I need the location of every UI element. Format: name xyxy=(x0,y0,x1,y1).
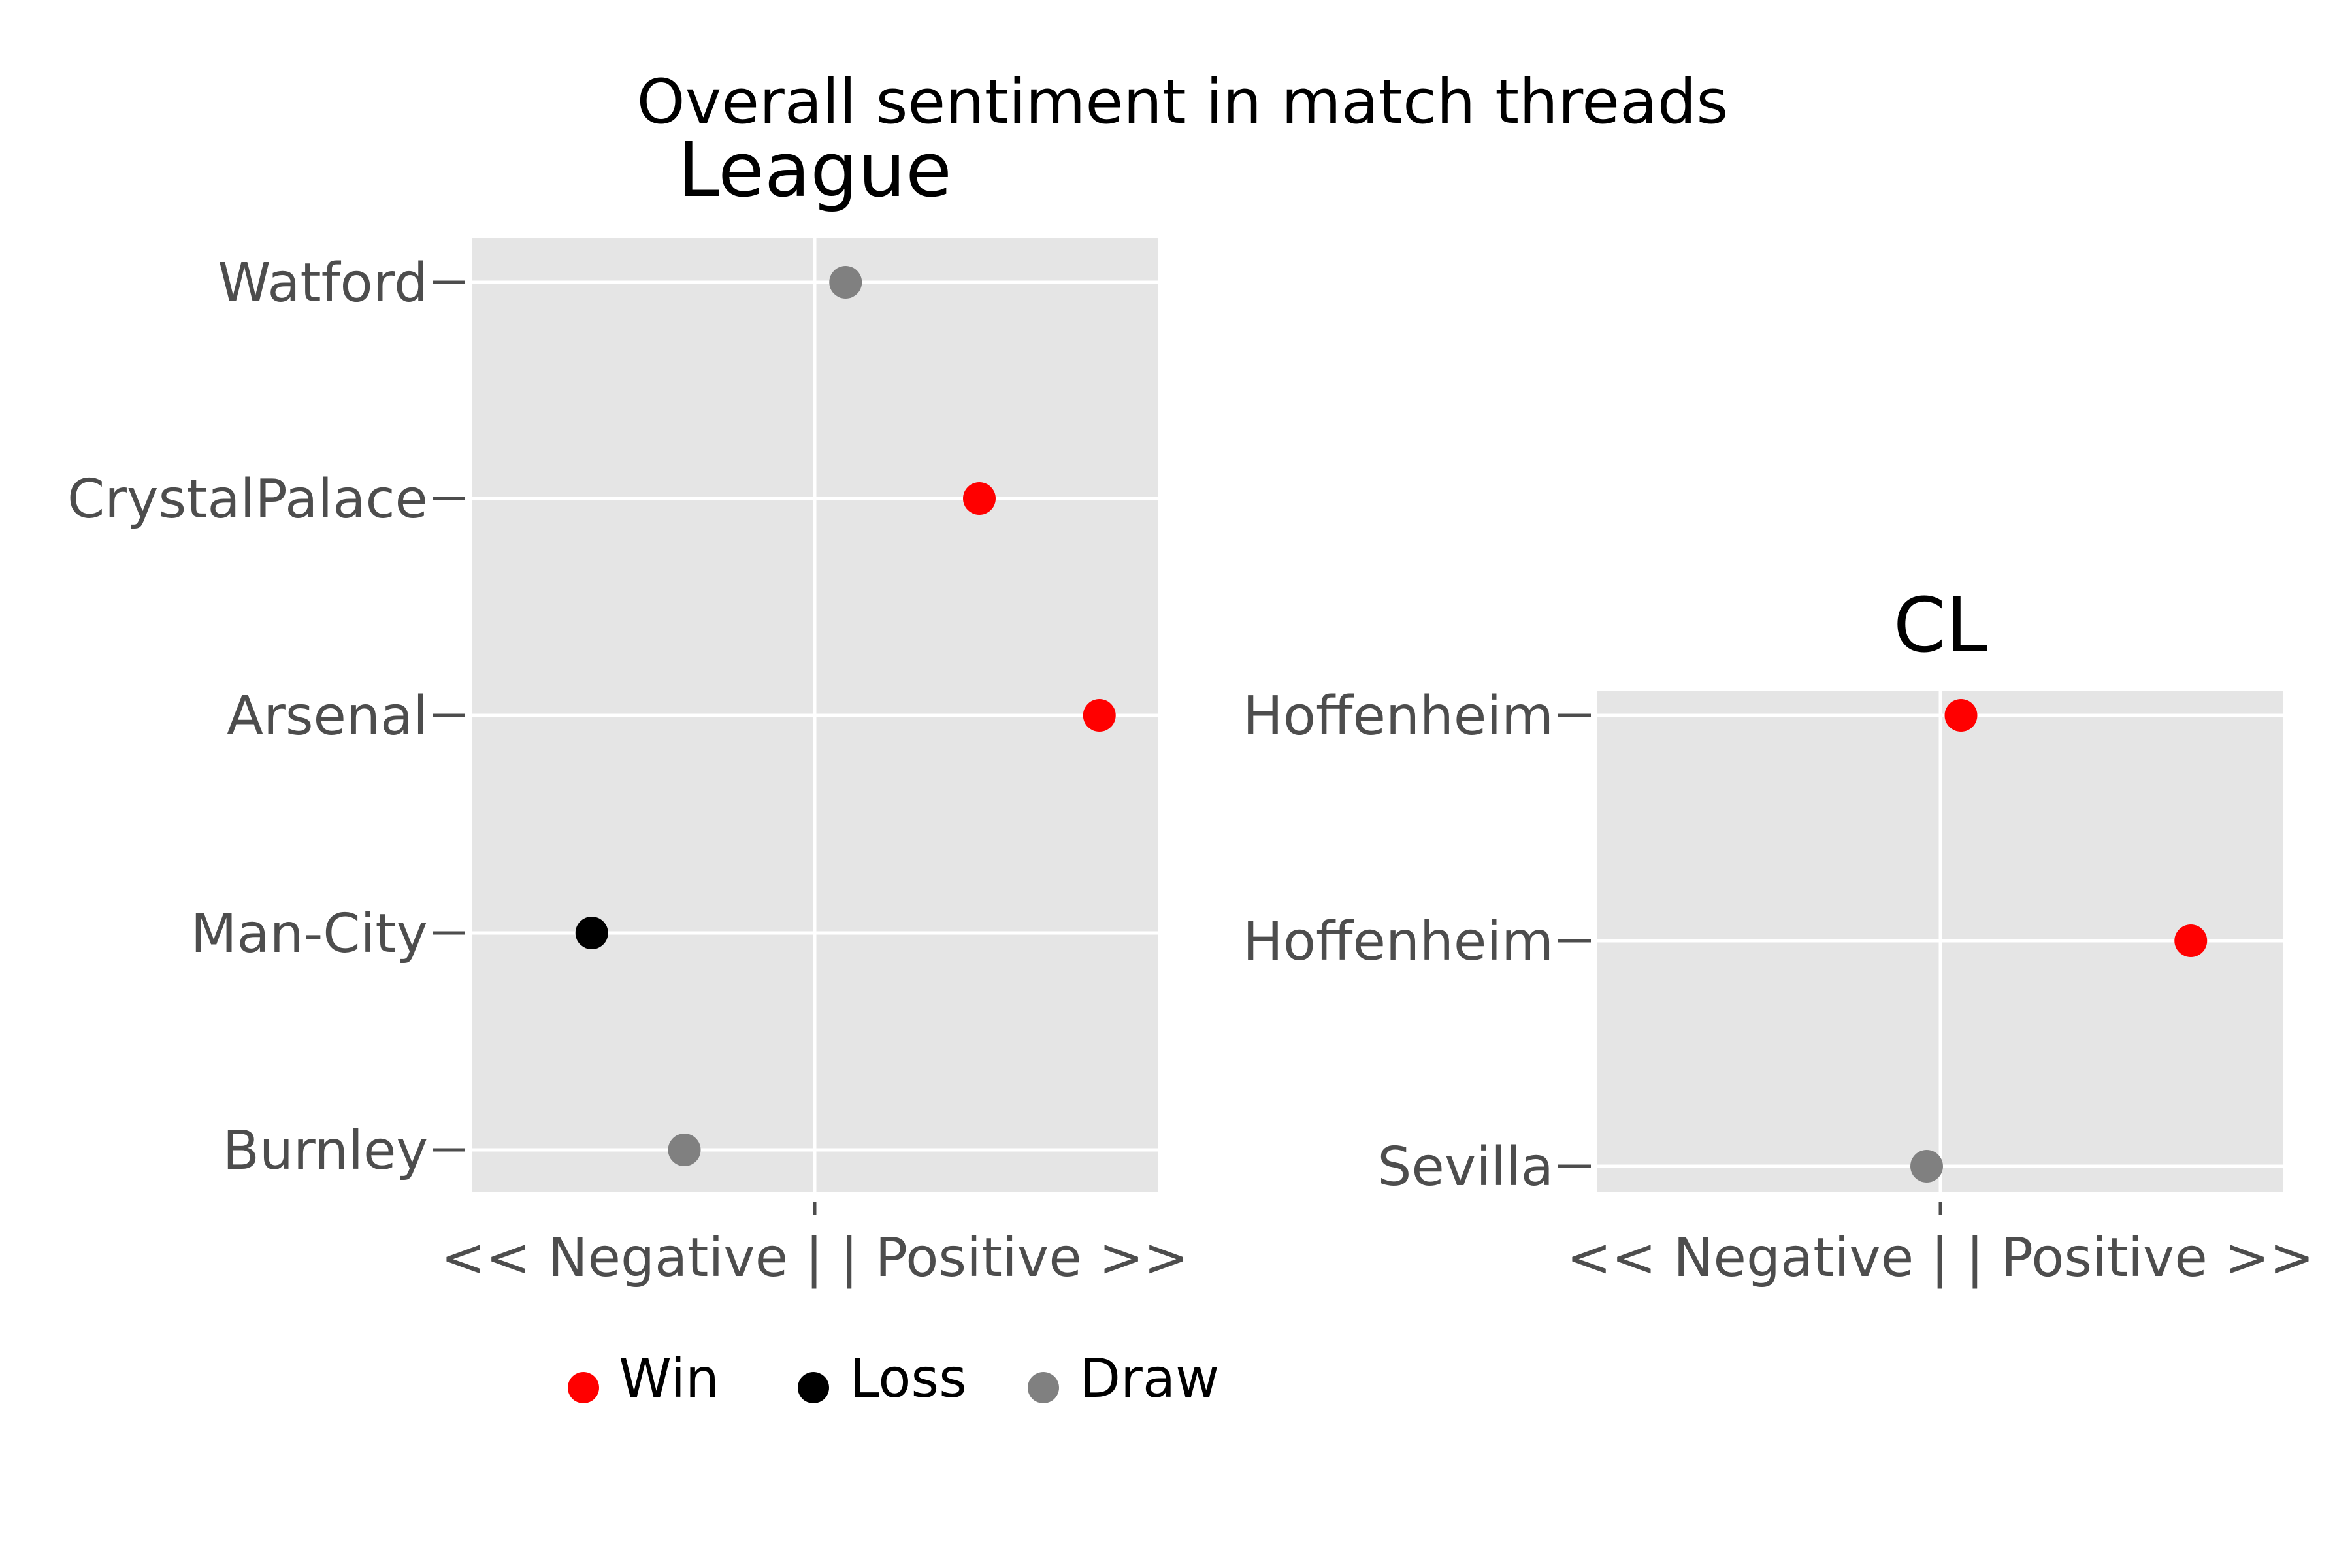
cl-point-sevilla-draw xyxy=(1910,1150,1943,1183)
league-x-axis-label: << Negative | | Positive >> xyxy=(441,1227,1189,1289)
league-panel-title: League xyxy=(678,127,952,214)
cl-panel-title: CL xyxy=(1893,582,1987,670)
league-point-watford-draw xyxy=(829,266,862,299)
legend-item-win: Win xyxy=(568,1348,719,1410)
cl-y-tick-label: Hoffenheim xyxy=(1243,685,1554,747)
legend-item-draw: Draw xyxy=(1028,1348,1219,1410)
league-y-tick-label: Man-City xyxy=(191,903,428,965)
league-y-tick-label: Burnley xyxy=(223,1120,428,1182)
cl-x-axis-label: << Negative | | Positive >> xyxy=(1567,1227,2315,1289)
cl-y-tick-label: Hoffenheim xyxy=(1243,911,1554,973)
cl-axis-ticks: Sevilla Hoffenheim Hoffenheim xyxy=(1243,685,1942,1215)
cl-point-hoffenheim-win xyxy=(1944,699,1978,732)
league-y-tick-label: Watford xyxy=(218,252,428,314)
league-gridlines xyxy=(472,238,1158,1192)
legend-label-loss: Loss xyxy=(849,1348,967,1410)
league-y-tick-label: CrystalPalace xyxy=(67,468,428,531)
legend-label-win: Win xyxy=(619,1348,719,1410)
legend-item-loss: Loss xyxy=(798,1348,967,1410)
league-point-crystalpalace-win xyxy=(963,482,996,515)
league-axis-ticks: Burnley Man-City Arsenal CrystalPalace Watfo… xyxy=(67,252,817,1215)
legend-marker-draw xyxy=(1028,1372,1059,1403)
legend-marker-loss xyxy=(798,1372,829,1403)
league-point-burnley-draw xyxy=(668,1134,701,1166)
cl-gridlines xyxy=(1597,691,2283,1192)
cl-panel: CL Sevilla Hoffenheim Hoffenheim << Negati… xyxy=(1243,582,2314,1289)
league-point-man-city-loss xyxy=(575,917,608,949)
cl-points xyxy=(1910,699,2208,1183)
legend: Win Loss Draw xyxy=(568,1348,1219,1410)
league-point-arsenal-win xyxy=(1083,699,1116,732)
cl-point-hoffenheim-win xyxy=(2174,924,2208,957)
cl-y-tick-label: Sevilla xyxy=(1377,1136,1554,1198)
league-panel: League Burnley Man-City Arsenal CrystalPala… xyxy=(67,127,1188,1289)
league-y-tick-label: Arsenal xyxy=(227,685,428,747)
league-points xyxy=(575,266,1116,1166)
chart-title: Overall sentiment in match threads xyxy=(637,67,1729,138)
legend-marker-win xyxy=(568,1372,599,1403)
legend-label-draw: Draw xyxy=(1079,1348,1219,1410)
